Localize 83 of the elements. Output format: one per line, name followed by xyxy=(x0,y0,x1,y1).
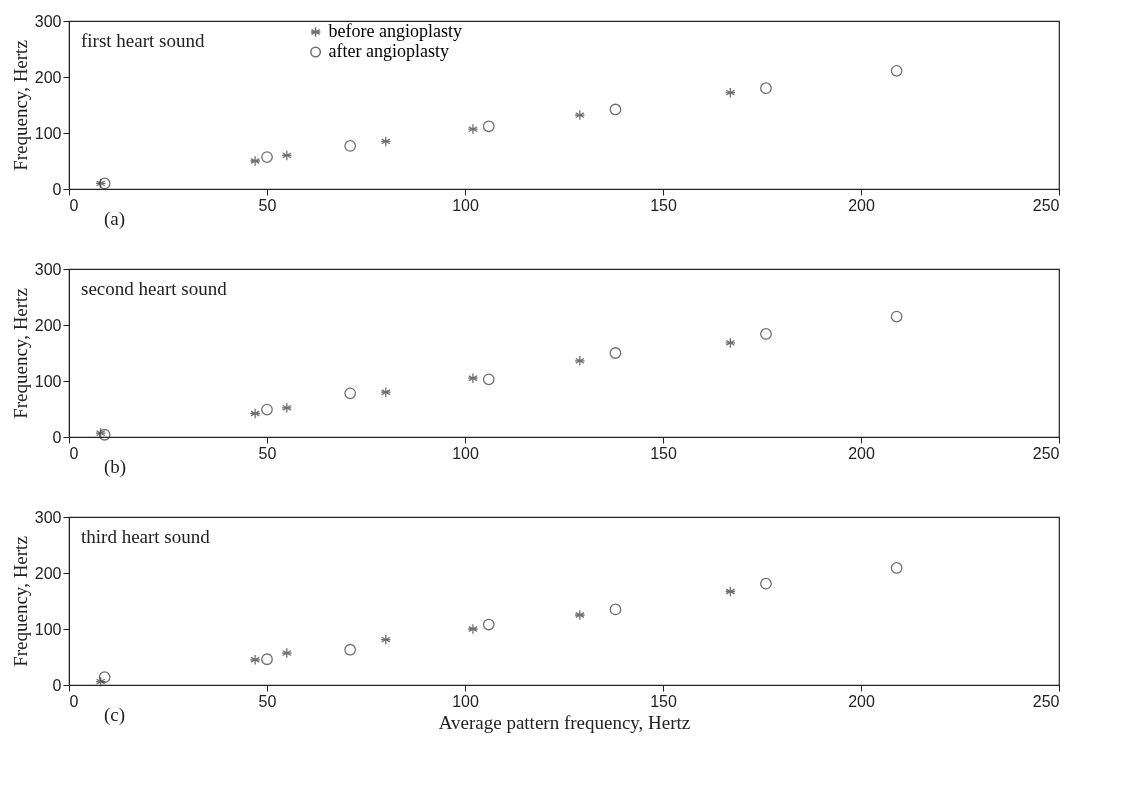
x-tick-label: 200 xyxy=(848,444,875,462)
y-tick-label: 200 xyxy=(34,316,62,334)
x-tick-label: 100 xyxy=(452,444,479,462)
text: (a) xyxy=(104,208,126,230)
point xyxy=(609,347,622,359)
y-axis-title: Frequency, Hertz xyxy=(9,40,31,171)
point xyxy=(890,64,903,77)
x-tick-label: 200 xyxy=(848,692,875,710)
point xyxy=(249,654,261,666)
point xyxy=(574,609,586,621)
point xyxy=(98,177,111,190)
x-tick-label: 150 xyxy=(650,692,677,710)
point xyxy=(890,562,903,574)
legend-label: before angioplasty xyxy=(328,21,463,41)
y-tick-label: 200 xyxy=(34,564,62,582)
point xyxy=(249,155,261,167)
point xyxy=(261,653,273,666)
point xyxy=(760,82,772,95)
x-tick-label: 50 xyxy=(258,196,277,214)
point xyxy=(609,603,622,616)
point xyxy=(95,178,107,189)
point xyxy=(344,387,357,400)
y-tick-label: 100 xyxy=(34,372,62,390)
point xyxy=(467,123,479,135)
x-tick-label: 250 xyxy=(1032,196,1060,214)
x-tick-label: 50 xyxy=(258,692,277,710)
point xyxy=(344,643,357,656)
x-tick-label: 50 xyxy=(258,444,277,462)
text: (c) xyxy=(104,704,126,726)
x-tick-label: 100 xyxy=(452,196,479,214)
point xyxy=(760,328,772,340)
point xyxy=(890,310,903,323)
x-tick-label: 100 xyxy=(452,692,479,710)
y-tick-label: 300 xyxy=(34,12,62,30)
point xyxy=(380,386,392,398)
point xyxy=(344,140,357,152)
point xyxy=(281,150,293,161)
y-tick-label: 300 xyxy=(34,508,62,526)
point xyxy=(467,623,479,635)
point xyxy=(95,676,107,688)
point xyxy=(380,634,392,646)
y-tick-label: 100 xyxy=(34,620,62,638)
point xyxy=(261,403,273,416)
point xyxy=(261,151,273,163)
x-tick-label: 0 xyxy=(69,444,79,462)
point xyxy=(98,671,111,684)
point xyxy=(249,408,261,419)
point xyxy=(574,355,586,367)
x-tick-label: 150 xyxy=(650,444,677,462)
point xyxy=(760,577,772,590)
x-tick-label: 250 xyxy=(1032,444,1060,462)
y-tick-label: 0 xyxy=(52,180,62,198)
point xyxy=(482,373,495,386)
annotation: first heart sound xyxy=(81,30,205,51)
point xyxy=(724,87,736,99)
point xyxy=(380,136,392,147)
x-axis-title: Average pattern frequency, Hertz xyxy=(438,711,691,733)
y-axis-title: Frequency, Hertz xyxy=(9,536,31,667)
point xyxy=(724,337,736,349)
y-tick-label: 0 xyxy=(52,428,62,446)
y-tick-label: 200 xyxy=(34,68,62,86)
y-tick-label: 100 xyxy=(34,124,62,142)
x-tick-label: 0 xyxy=(69,692,79,710)
y-tick-label: 0 xyxy=(52,676,62,694)
point xyxy=(281,647,293,659)
point xyxy=(482,120,495,133)
legend-label: after angioplasty xyxy=(328,41,450,61)
point xyxy=(482,618,495,631)
text: (b) xyxy=(104,456,127,478)
point xyxy=(574,109,586,121)
point xyxy=(724,586,736,597)
annotation: second heart sound xyxy=(81,278,228,299)
x-tick-label: 250 xyxy=(1032,692,1060,710)
point xyxy=(281,402,293,414)
point xyxy=(609,103,622,116)
y-tick-label: 300 xyxy=(34,260,62,278)
x-tick-label: 0 xyxy=(69,196,79,214)
point xyxy=(98,428,111,441)
annotation: third heart sound xyxy=(81,526,211,547)
x-tick-label: 150 xyxy=(650,196,677,214)
y-axis-title: Frequency, Hertz xyxy=(9,288,31,419)
x-tick-label: 200 xyxy=(848,196,875,214)
point xyxy=(467,372,479,384)
